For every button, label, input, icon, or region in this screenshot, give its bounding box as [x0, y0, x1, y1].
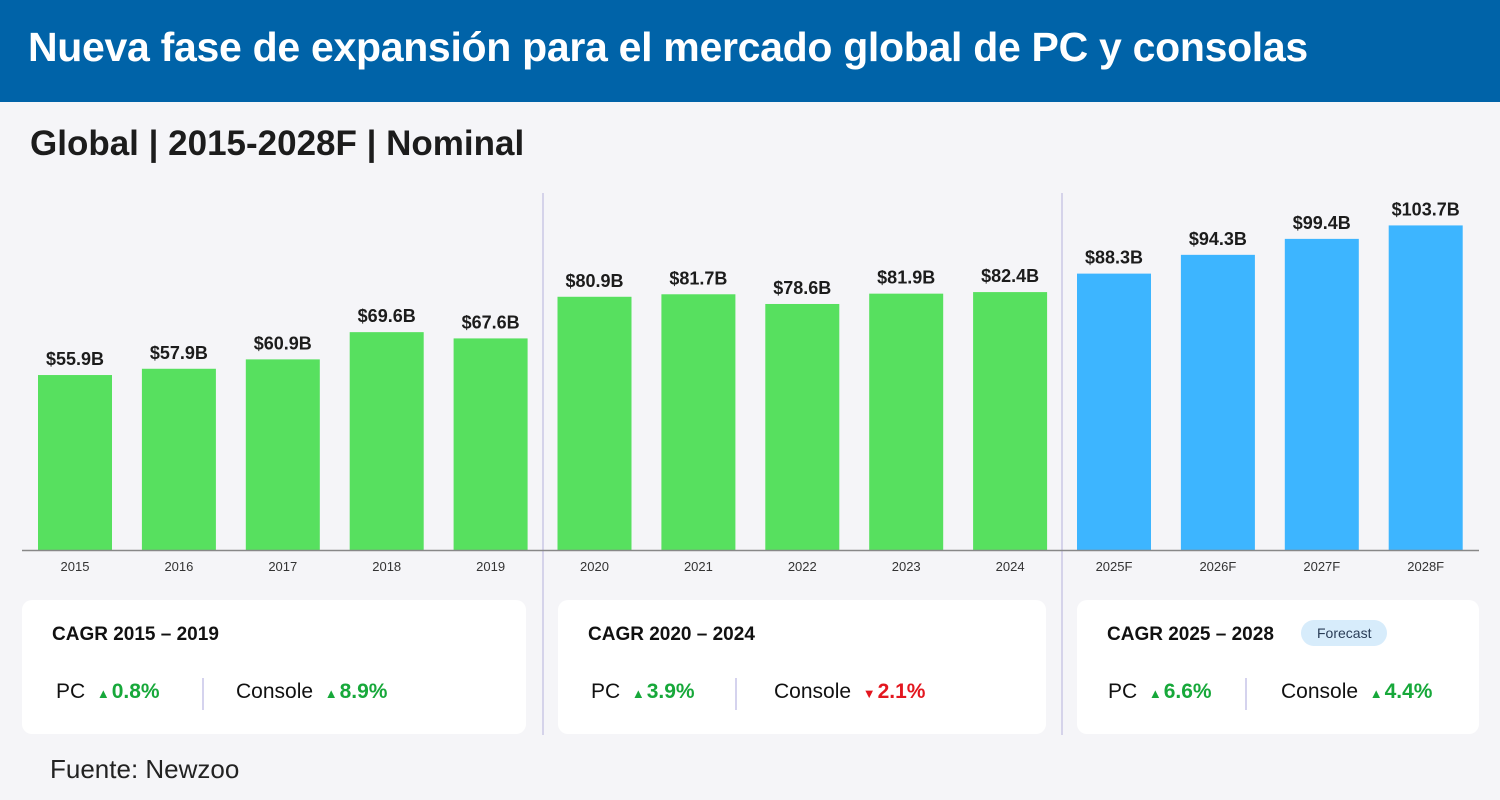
bar-2024: [973, 292, 1048, 550]
console-change: ▼2.1%: [863, 680, 926, 703]
pc-label: PC: [591, 680, 621, 703]
console-label: Console: [774, 680, 852, 703]
x-tick-label-2027F: 2027F: [1303, 559, 1340, 574]
page-title: Nueva fase de expansión para el mercado …: [28, 24, 1308, 70]
cagr-card-2025-2028: CAGR 2025 – 2028 Forecast PC ▲6.6% Conso…: [1077, 600, 1479, 734]
pc-value: 0.8%: [111, 680, 160, 703]
data-label-2024: $82.4B: [981, 266, 1039, 286]
data-label-2018: $69.6B: [358, 306, 416, 326]
x-tick-label-2024: 2024: [996, 559, 1025, 574]
x-tick-label-2019: 2019: [476, 559, 505, 574]
pc-cagr: PC ▲6.6%: [1108, 680, 1212, 704]
pc-value: 3.9%: [646, 680, 695, 703]
divider: [1245, 678, 1247, 710]
data-label-2026F: $94.3B: [1189, 229, 1247, 249]
bar-2028F: [1388, 225, 1463, 550]
console-cagr: Console ▲4.4%: [1281, 680, 1432, 704]
console-label: Console: [1281, 680, 1359, 703]
bar-2016: [141, 368, 216, 550]
pc-value: 6.6%: [1163, 680, 1212, 703]
up-arrow-icon: ▲: [324, 686, 338, 701]
console-value: 2.1%: [877, 680, 926, 703]
console-change: ▲4.4%: [1370, 680, 1433, 703]
x-tick-label-2021: 2021: [684, 559, 713, 574]
data-label-2016: $57.9B: [150, 343, 208, 363]
card-title: CAGR 2015 – 2019: [52, 624, 219, 645]
data-label-2028F: $103.7B: [1392, 199, 1460, 219]
console-cagr: Console ▼2.1%: [774, 680, 925, 704]
source-note: Fuente: Newzoo: [50, 754, 240, 784]
data-label-2017: $60.9B: [254, 333, 312, 353]
data-label-2021: $81.7B: [669, 268, 727, 288]
bar-2023: [869, 293, 944, 550]
bar-2026F: [1180, 254, 1255, 550]
bar-2025F: [1077, 273, 1151, 550]
pc-cagr: PC ▲3.9%: [591, 680, 695, 704]
forecast-badge: Forecast: [1301, 620, 1388, 646]
data-label-2023: $81.9B: [877, 268, 935, 288]
x-tick-label-2025F: 2025F: [1096, 559, 1133, 574]
pc-change: ▲0.8%: [97, 680, 160, 703]
data-label-2015: $55.9B: [46, 349, 104, 369]
bar-2027F: [1284, 238, 1359, 551]
x-tick-label-2026F: 2026F: [1199, 559, 1236, 574]
pc-change: ▲6.6%: [1149, 680, 1212, 703]
up-arrow-icon: ▲: [1369, 686, 1383, 701]
bar-2018: [349, 332, 424, 550]
cagr-card-2015-2019: CAGR 2015 – 2019 PC ▲0.8% Console ▲8.9%: [22, 600, 526, 734]
up-arrow-icon: ▲: [96, 686, 110, 701]
console-change: ▲8.9%: [325, 680, 388, 703]
bar-2020: [557, 296, 632, 550]
divider: [202, 678, 204, 710]
header-banner: Nueva fase de expansión para el mercado …: [0, 0, 1500, 102]
card-title: CAGR 2020 – 2024: [588, 624, 755, 645]
x-tick-label-2017: 2017: [268, 559, 297, 574]
data-label-2022: $78.6B: [773, 278, 831, 298]
data-label-2020: $80.9B: [565, 271, 623, 291]
up-arrow-icon: ▲: [631, 686, 645, 701]
bar-2021: [661, 294, 736, 550]
x-tick-label-2028F: 2028F: [1407, 559, 1444, 574]
bar-2017: [245, 359, 320, 550]
console-label: Console: [236, 680, 314, 703]
data-label-2019: $67.6B: [462, 312, 520, 332]
x-tick-label-2018: 2018: [372, 559, 401, 574]
console-value: 8.9%: [339, 680, 388, 703]
x-tick-label-2023: 2023: [892, 559, 921, 574]
data-label-2027F: $99.4B: [1293, 213, 1351, 233]
pc-label: PC: [56, 680, 86, 703]
data-label-2025F: $88.3B: [1085, 248, 1143, 268]
chart-subtitle: Global | 2015-2028F | Nominal: [30, 124, 525, 163]
card-title: CAGR 2025 – 2028: [1107, 624, 1274, 645]
pc-cagr: PC ▲0.8%: [56, 680, 160, 704]
divider: [735, 678, 737, 710]
up-arrow-icon: ▲: [1148, 686, 1162, 701]
cagr-card-2020-2024: CAGR 2020 – 2024 PC ▲3.9% Console ▼2.1%: [558, 600, 1046, 734]
x-tick-label-2020: 2020: [580, 559, 609, 574]
bar-2019: [453, 338, 528, 550]
x-tick-label-2015: 2015: [61, 559, 90, 574]
bar-2015: [38, 375, 112, 550]
pc-label: PC: [1108, 680, 1138, 703]
console-value: 4.4%: [1384, 680, 1433, 703]
x-tick-label-2016: 2016: [164, 559, 193, 574]
pc-change: ▲3.9%: [632, 680, 695, 703]
console-cagr: Console ▲8.9%: [236, 680, 387, 704]
down-arrow-icon: ▼: [862, 686, 876, 701]
bar-2022: [765, 303, 840, 550]
x-tick-label-2022: 2022: [788, 559, 817, 574]
